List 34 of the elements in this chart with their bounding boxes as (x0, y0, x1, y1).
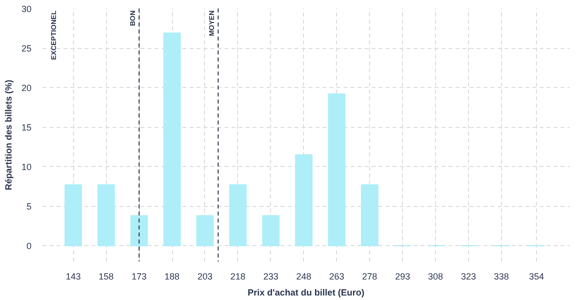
x-tick-label: 143 (66, 272, 81, 282)
x-tick-label: 218 (230, 272, 246, 282)
y-axis-title: Répartition des billets (%) (3, 80, 14, 190)
bar (360, 184, 378, 246)
bar (196, 215, 214, 246)
y-tick-label: 5 (26, 202, 32, 212)
bar (262, 215, 280, 246)
x-tick-label: 248 (296, 272, 312, 282)
x-tick-label: 173 (132, 272, 147, 282)
x-tick-label: 293 (395, 272, 410, 282)
y-tick-label: 20 (21, 83, 32, 94)
x-tick-label: 188 (164, 272, 180, 282)
x-tick-label: 203 (197, 272, 213, 282)
x-tick-label: 323 (460, 272, 476, 282)
x-tick-label: 354 (529, 272, 544, 282)
x-tick-label: 338 (494, 272, 509, 282)
bar (328, 93, 346, 246)
bar (64, 184, 82, 246)
x-tick-label: 308 (428, 272, 444, 282)
y-tick-label: 30 (21, 4, 32, 14)
y-tick-label: 25 (21, 44, 32, 54)
y-tick-label: 15 (21, 122, 32, 133)
bar (130, 215, 148, 246)
x-tick-label: 233 (263, 272, 278, 282)
bar (295, 154, 313, 246)
x-tick-label: 263 (329, 272, 344, 282)
y-tick-label: 0 (26, 241, 32, 252)
y-tick-label: 10 (21, 162, 32, 172)
x-tick-label: 278 (362, 272, 378, 282)
x-tick-label: 158 (98, 272, 114, 282)
x-axis-title: Prix d'achat du billet (Euro) (248, 288, 364, 298)
bar (97, 184, 115, 246)
bar (163, 32, 181, 246)
bar (229, 184, 247, 246)
